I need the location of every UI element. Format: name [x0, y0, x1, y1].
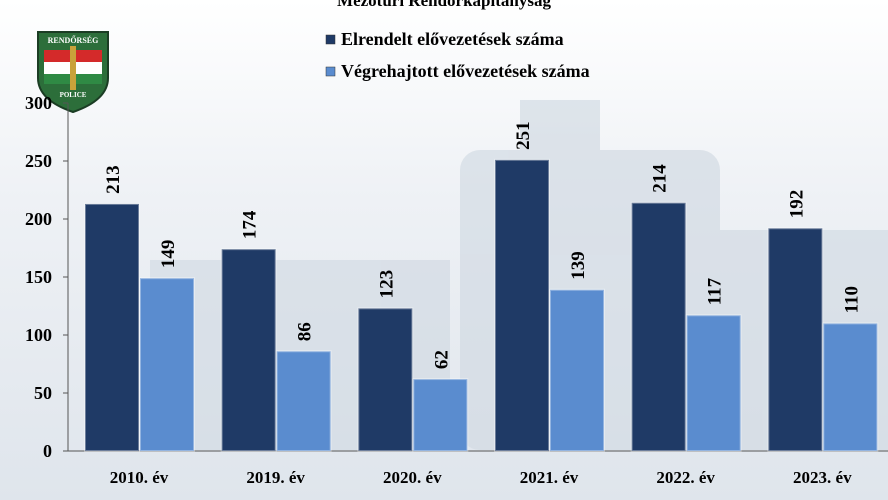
bar: [357, 307, 414, 452]
bar: [685, 314, 742, 452]
value-label: 149: [158, 240, 179, 269]
value-label: 86: [295, 322, 316, 341]
bar: [822, 322, 879, 452]
y-tick-label: 150: [25, 267, 52, 287]
legend-label: Végrehajtott elővezetések száma: [341, 61, 590, 81]
bar: [275, 350, 332, 452]
value-label: 123: [376, 270, 397, 299]
y-tick-label: 100: [25, 325, 52, 345]
value-label: 117: [705, 277, 726, 305]
legend-swatch: [325, 66, 336, 77]
bar: [84, 202, 140, 452]
bar: [767, 227, 824, 452]
y-tick-label: 250: [25, 151, 52, 171]
bar: [630, 201, 687, 452]
value-label: 110: [841, 286, 862, 313]
y-tick-label: 50: [34, 383, 52, 403]
x-tick-label: 2010. év: [110, 468, 169, 487]
badge-top-text: RENDŐRSÉG: [48, 35, 99, 45]
legend-label: Elrendelt elővezetések száma: [341, 29, 564, 49]
value-label: 251: [513, 121, 534, 150]
y-tick-label: 300: [25, 93, 52, 113]
legend-swatch: [325, 34, 336, 45]
x-tick-label: 2020. év: [383, 468, 442, 487]
value-label: 174: [240, 210, 261, 239]
value-label: 214: [650, 164, 671, 193]
bar: [494, 158, 550, 452]
bar: [412, 378, 469, 452]
bar: [220, 248, 277, 452]
badge-bottom-text: POLICE: [60, 91, 87, 99]
value-label: 192: [786, 190, 807, 219]
bar: [549, 288, 605, 453]
value-label: 139: [568, 251, 589, 280]
x-tick-label: 2022. év: [656, 468, 715, 487]
police-badge: RENDŐRSÉG POLICE: [37, 31, 109, 114]
y-tick-label: 0: [43, 441, 52, 461]
y-tick-label: 200: [25, 209, 52, 229]
value-label: 62: [431, 350, 452, 369]
x-tick-label: 2023. év: [793, 468, 852, 487]
value-label: 213: [103, 165, 124, 194]
chart-title: Mezőtúri Rendőrkapitányság: [337, 0, 551, 10]
bar: [139, 277, 195, 452]
x-tick-label: 2019. év: [246, 468, 305, 487]
x-tick-label: 2021. év: [520, 468, 579, 487]
